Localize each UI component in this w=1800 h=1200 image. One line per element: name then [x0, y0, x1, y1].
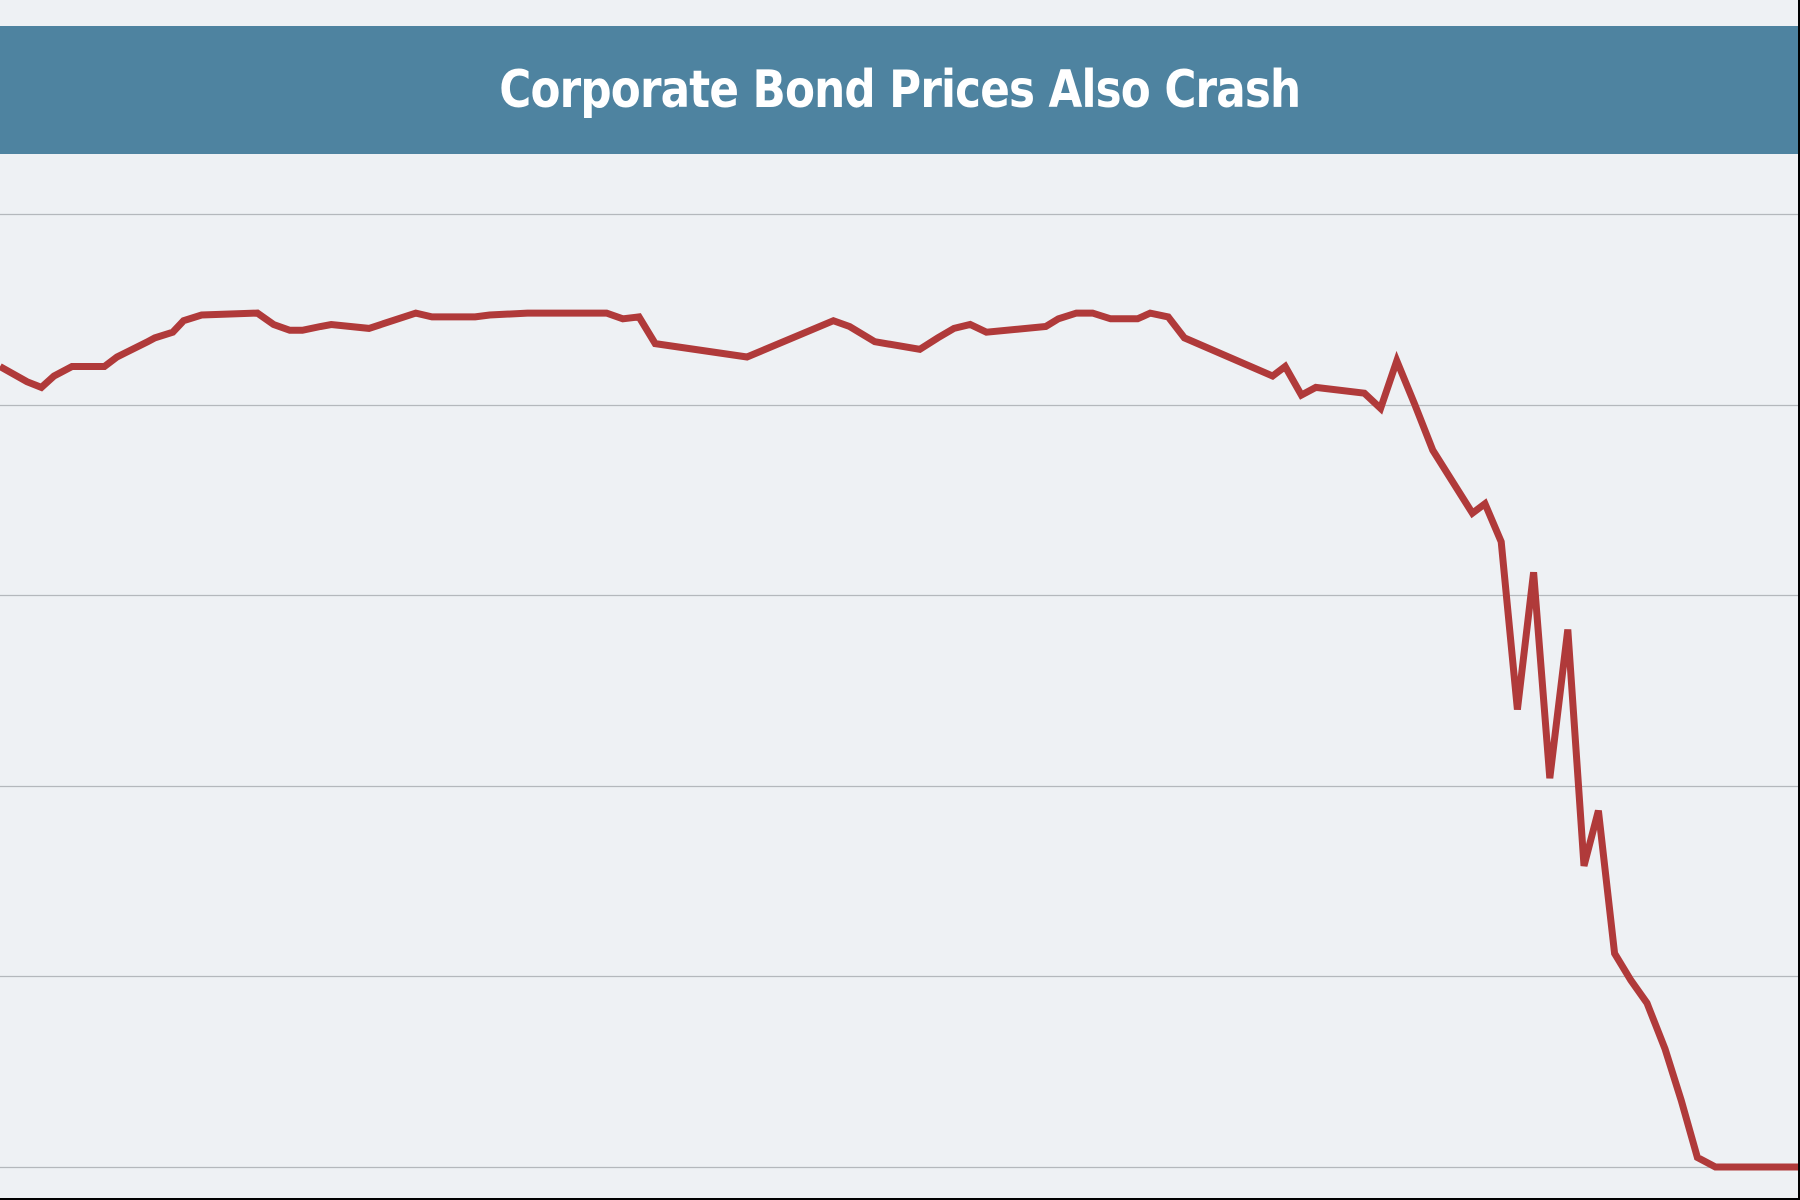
- gridlines: [0, 213, 1798, 1169]
- chart-title: Corporate Bond Prices Also Crash: [499, 60, 1301, 120]
- series-line-0: [0, 309, 1800, 1171]
- right-border: [1798, 0, 1800, 1200]
- bottom-border: [0, 1198, 1800, 1200]
- series-layer: [0, 309, 1800, 1171]
- title-banner: Corporate Bond Prices Also Crash: [0, 26, 1800, 154]
